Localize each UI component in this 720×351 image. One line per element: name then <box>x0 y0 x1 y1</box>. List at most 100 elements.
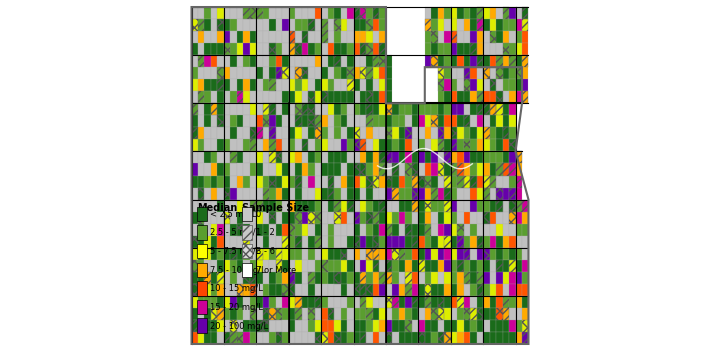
Bar <box>483 320 490 332</box>
Bar <box>366 55 373 67</box>
Bar <box>483 176 490 187</box>
Bar <box>282 320 289 332</box>
Bar <box>302 31 308 43</box>
Bar <box>516 308 522 320</box>
Bar <box>341 260 347 272</box>
Bar <box>490 7 496 19</box>
Bar <box>490 332 496 344</box>
Bar <box>503 320 509 332</box>
Bar <box>405 332 412 344</box>
Bar <box>302 7 308 19</box>
Bar <box>392 127 399 139</box>
Bar <box>412 200 418 212</box>
Bar <box>334 176 341 187</box>
Bar <box>373 7 379 19</box>
Bar <box>263 19 269 31</box>
Bar <box>269 308 276 320</box>
Bar <box>217 79 224 91</box>
Bar <box>192 103 198 115</box>
Bar <box>347 212 354 224</box>
Bar <box>483 260 490 272</box>
Bar <box>341 248 347 260</box>
Bar <box>282 260 289 272</box>
Bar <box>399 248 405 260</box>
Bar <box>354 7 360 19</box>
Bar <box>405 272 412 284</box>
Bar <box>386 272 392 284</box>
Bar <box>490 19 496 31</box>
Bar <box>302 67 308 79</box>
Bar <box>509 139 516 151</box>
Bar <box>334 272 341 284</box>
Bar <box>457 260 464 272</box>
Bar <box>256 7 263 19</box>
Bar <box>230 212 237 224</box>
Bar <box>276 308 282 320</box>
Bar <box>379 212 386 224</box>
Bar <box>522 91 528 103</box>
Bar <box>217 79 224 91</box>
Bar <box>373 248 379 260</box>
Bar <box>509 43 516 55</box>
Bar <box>295 103 302 115</box>
Bar <box>243 67 250 79</box>
Bar <box>204 176 211 187</box>
Bar <box>470 91 477 103</box>
Bar <box>386 308 392 320</box>
Bar <box>204 260 211 272</box>
Bar <box>516 164 522 176</box>
Bar <box>250 248 256 260</box>
Bar <box>269 176 276 187</box>
Bar <box>230 19 237 31</box>
Bar <box>503 43 509 55</box>
Bar <box>230 176 237 187</box>
Bar <box>269 151 276 164</box>
Bar <box>386 103 392 115</box>
Bar <box>516 151 522 164</box>
Bar <box>192 284 198 296</box>
Bar <box>354 55 360 67</box>
Bar <box>509 7 516 19</box>
Bar <box>224 272 230 284</box>
Bar <box>334 127 341 139</box>
Bar <box>386 164 392 176</box>
Bar <box>503 272 509 284</box>
Bar <box>438 79 444 91</box>
Bar <box>250 139 256 151</box>
Bar <box>302 139 308 151</box>
Bar <box>496 284 503 296</box>
Bar <box>522 272 528 284</box>
Bar <box>269 43 276 55</box>
Bar <box>392 164 399 176</box>
Bar <box>224 320 230 332</box>
Bar <box>237 79 243 91</box>
Bar <box>192 151 198 164</box>
Bar <box>321 79 328 91</box>
Bar <box>412 296 418 308</box>
Bar <box>464 115 470 127</box>
Bar <box>354 236 360 248</box>
Bar <box>321 212 328 224</box>
Bar <box>516 67 522 79</box>
Bar <box>464 139 470 151</box>
Bar <box>360 127 366 139</box>
Bar <box>373 176 379 187</box>
Bar <box>457 224 464 236</box>
Bar <box>308 55 315 67</box>
Bar <box>341 272 347 284</box>
Bar <box>451 139 457 151</box>
Bar <box>438 308 444 320</box>
Bar <box>483 212 490 224</box>
Bar <box>321 43 328 55</box>
Bar <box>503 127 509 139</box>
Bar <box>295 176 302 187</box>
Bar <box>399 127 405 139</box>
Bar <box>217 19 224 31</box>
Bar <box>204 332 211 344</box>
Bar <box>263 115 269 127</box>
Bar <box>503 224 509 236</box>
Bar <box>328 200 334 212</box>
Bar <box>509 19 516 31</box>
Bar <box>366 200 373 212</box>
Bar <box>360 67 366 79</box>
